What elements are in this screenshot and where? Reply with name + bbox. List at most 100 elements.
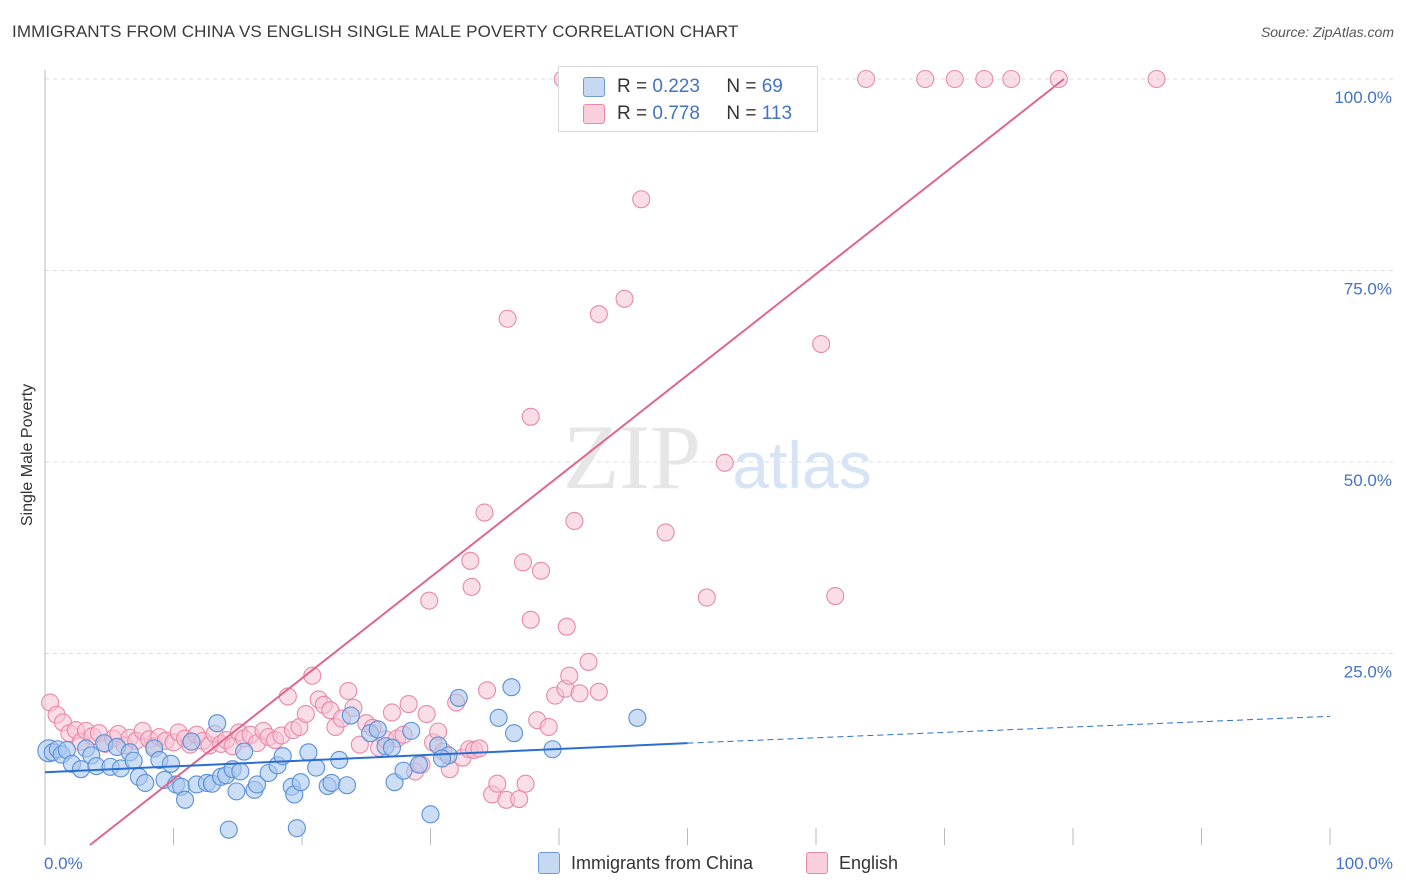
china-point	[449, 688, 468, 707]
legend-n-value: 113	[761, 103, 793, 124]
english-point	[296, 704, 315, 724]
china-point	[235, 742, 254, 761]
english-point	[579, 652, 598, 671]
china-point	[502, 678, 521, 697]
china-point	[402, 721, 421, 740]
english-point	[420, 591, 439, 610]
english-point	[615, 289, 634, 308]
english-point	[475, 503, 494, 522]
china-point	[299, 743, 318, 762]
china-point	[182, 732, 201, 751]
english-point	[350, 735, 369, 754]
english-trend-line	[89, 78, 1065, 846]
china-point	[247, 775, 267, 794]
china-point	[504, 724, 524, 743]
english-point	[470, 739, 489, 758]
bottom-legend-china: Immigrants from China	[538, 852, 753, 874]
english-point	[498, 309, 517, 328]
bottom-legend-swatch-china	[538, 852, 560, 874]
china-point	[219, 820, 238, 839]
english-point	[697, 588, 716, 607]
y-tick-label: 100.0%	[1334, 88, 1392, 107]
english-point	[382, 703, 402, 722]
legend-n-label: N =	[726, 76, 757, 97]
china-point	[337, 776, 357, 795]
legend-swatch-china	[583, 77, 605, 97]
china-point	[161, 754, 180, 773]
chart-title: IMMIGRANTS FROM CHINA VS ENGLISH SINGLE …	[12, 22, 739, 41]
china-points	[37, 678, 647, 839]
english-point	[1002, 69, 1021, 89]
legend-r-label: R =	[617, 103, 648, 124]
english-point	[339, 681, 358, 701]
bottom-legend-english: English	[806, 852, 898, 874]
y-tick-label: 50.0%	[1344, 471, 1392, 490]
trend-lines	[44, 78, 1331, 846]
english-point	[1049, 69, 1068, 89]
english-point	[812, 334, 831, 354]
legend-n-value: 69	[761, 76, 783, 97]
china-point	[433, 749, 452, 768]
china-point	[368, 720, 387, 739]
english-point	[510, 789, 529, 809]
english-point	[516, 774, 535, 793]
axes	[44, 70, 1331, 845]
english-point	[656, 523, 675, 542]
china-point	[628, 708, 647, 727]
china-point	[409, 755, 428, 774]
china-trend-line	[44, 742, 688, 774]
english-point	[945, 69, 964, 89]
english-point	[462, 577, 481, 596]
english-point	[589, 305, 608, 324]
china-point	[124, 751, 143, 770]
english-point	[565, 511, 584, 531]
english-point	[488, 774, 507, 793]
source-label: Source: ZipAtlas.com	[1260, 24, 1394, 40]
english-point	[589, 682, 608, 701]
bottom-legend-label-english: English	[839, 852, 899, 873]
china-point	[394, 761, 413, 780]
english-point	[417, 704, 436, 724]
english-point	[857, 69, 876, 89]
china-point	[291, 773, 310, 792]
english-point	[521, 407, 540, 426]
english-point	[975, 69, 994, 89]
english-point	[715, 453, 734, 472]
x-tick-label-max: 100.0%	[1335, 854, 1393, 873]
english-point	[513, 553, 533, 572]
china-point	[322, 773, 341, 793]
legend-r-value: 0.223	[652, 76, 700, 97]
china-point	[421, 805, 440, 824]
china-point	[489, 708, 508, 727]
english-point	[461, 551, 480, 570]
english-point	[477, 681, 497, 700]
china-point	[208, 714, 227, 733]
english-point	[531, 561, 551, 580]
english-point	[560, 666, 579, 685]
china-point	[227, 782, 246, 801]
bottom-legend-swatch-english	[806, 852, 828, 874]
english-point	[916, 69, 935, 89]
china-point	[176, 790, 195, 809]
grid-lines	[45, 78, 1395, 654]
x-tick-label-min: 0.0%	[44, 854, 83, 873]
china-point	[382, 738, 402, 757]
english-point	[826, 586, 845, 606]
english-point	[521, 610, 540, 629]
english-point	[632, 190, 651, 209]
legend-r-label: R =	[617, 76, 648, 97]
watermark-zip: ZIP	[563, 406, 701, 508]
china-point	[287, 819, 306, 838]
china-point	[341, 706, 360, 725]
legend-r-value: 0.778	[652, 103, 700, 124]
y-tick-label: 75.0%	[1344, 280, 1392, 299]
tick-labels: 25.0% 50.0% 75.0% 100.0% 0.0% 100.0%	[44, 88, 1393, 873]
english-point	[399, 695, 418, 714]
watermark: ZIP atlas	[563, 406, 872, 508]
watermark-atlas: atlas	[732, 428, 871, 502]
english-point	[1147, 69, 1166, 89]
china-trend-extension	[687, 715, 1331, 744]
legend-n-label: N =	[726, 103, 757, 124]
english-point	[557, 617, 576, 636]
